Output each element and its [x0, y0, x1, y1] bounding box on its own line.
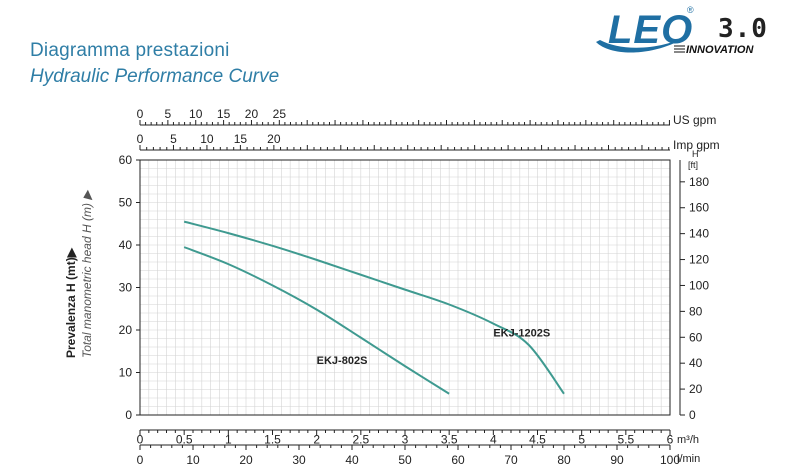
right-tick-label: 60 — [689, 330, 703, 344]
y-axis-subtitle: Total manometric head H (m) ▶ — [80, 190, 94, 358]
y-tick-label: 50 — [119, 196, 133, 210]
right-axis-header-h: H — [692, 149, 699, 159]
y-tick-label: 10 — [119, 366, 133, 380]
bottom-tick-label-lmin: 60 — [451, 453, 465, 467]
right-tick-label: 180 — [689, 175, 709, 189]
bottom-tick-label-m3h: 2.5 — [352, 433, 369, 447]
y-axis-title: Prevalenza H (mt)▶ — [64, 247, 78, 358]
series-line-ekj-802s — [183, 246, 450, 395]
right-tick-label: 100 — [689, 278, 709, 292]
series-label-ekj-1202s: EKJ-1202S — [493, 327, 550, 339]
chart-title-english: Hydraulic Performance Curve — [30, 66, 280, 87]
top-tick-label: 5 — [170, 132, 177, 146]
right-axis-header-unit: [ft] — [688, 160, 698, 170]
right-tick-label: 20 — [689, 382, 703, 396]
top-tick-label: 25 — [273, 107, 287, 121]
bottom-tick-label-lmin: 10 — [186, 453, 200, 467]
top-tick-label: 10 — [189, 107, 203, 121]
right-tick-label: 160 — [689, 201, 709, 215]
bottom-tick-label-m3h: 0 — [137, 433, 144, 447]
registered-mark: ® — [687, 5, 694, 15]
series-label-ekj-802s: EKJ-802S — [317, 355, 368, 367]
bottom-tick-label-lmin: 50 — [398, 453, 412, 467]
bottom-tick-label-lmin: 80 — [557, 453, 571, 467]
bottom-tick-label-lmin: 100 — [660, 453, 680, 467]
y-tick-label: 30 — [119, 281, 133, 295]
bottom-tick-label-lmin: 20 — [239, 453, 253, 467]
top-tick-label: 0 — [137, 132, 144, 146]
bottom-tick-label-m3h: 2 — [313, 433, 320, 447]
bottom-tick-label-lmin: 0 — [137, 453, 144, 467]
top-tick-label: 20 — [267, 132, 281, 146]
bottom-tick-label-m3h: 3.5 — [441, 433, 458, 447]
bottom-tick-label-lmin: 90 — [610, 453, 624, 467]
right-tick-label: 0 — [689, 408, 696, 422]
top-axis-unit: US gpm — [673, 113, 716, 127]
bottom-tick-label-lmin: 40 — [345, 453, 359, 467]
y-tick-label: 40 — [119, 238, 133, 252]
bottom-tick-label-m3h: 3 — [402, 433, 409, 447]
y-tick-label: 0 — [125, 408, 132, 422]
bottom-tick-label-m3h: 5.5 — [617, 433, 634, 447]
bottom-tick-label-m3h: 4.5 — [529, 433, 546, 447]
right-tick-label: 120 — [689, 253, 709, 267]
top-tick-label: 10 — [200, 132, 214, 146]
brand-swoosh-icon — [596, 34, 690, 53]
bottom-axis-unit-lmin: l/min — [677, 453, 700, 465]
bottom-axis-unit-m3h: m³/h — [677, 434, 699, 446]
y-tick-label: 20 — [119, 323, 133, 337]
bottom-tick-label-m3h: 1 — [225, 433, 232, 447]
chart-title-italian: Diagramma prestazioni — [30, 40, 230, 61]
bottom-tick-label-lmin: 30 — [292, 453, 306, 467]
series-line-ekj-1202s — [183, 220, 565, 395]
top-axis-unit: Imp gpm — [673, 138, 720, 152]
bottom-tick-label-lmin: 70 — [504, 453, 518, 467]
top-tick-label: 20 — [245, 107, 259, 121]
top-tick-label: 15 — [217, 107, 231, 121]
bottom-tick-label-m3h: 1.5 — [264, 433, 281, 447]
top-tick-label: 15 — [234, 132, 248, 146]
version-mark: 3.0 — [718, 14, 768, 44]
bottom-tick-label-m3h: 0.5 — [176, 433, 193, 447]
top-tick-label: 0 — [137, 107, 144, 121]
right-tick-label: 80 — [689, 304, 703, 318]
brand-logo: LEO — [608, 8, 694, 52]
right-tick-label: 40 — [689, 356, 703, 370]
bottom-tick-label-m3h: 4 — [490, 433, 497, 447]
innovation-tagline: INNOVATION — [686, 44, 754, 56]
bottom-tick-label-m3h: 5 — [578, 433, 585, 447]
bottom-tick-label-m3h: 6 — [667, 433, 674, 447]
y-tick-label: 60 — [119, 153, 133, 167]
top-tick-label: 5 — [165, 107, 172, 121]
right-tick-label: 140 — [689, 227, 709, 241]
